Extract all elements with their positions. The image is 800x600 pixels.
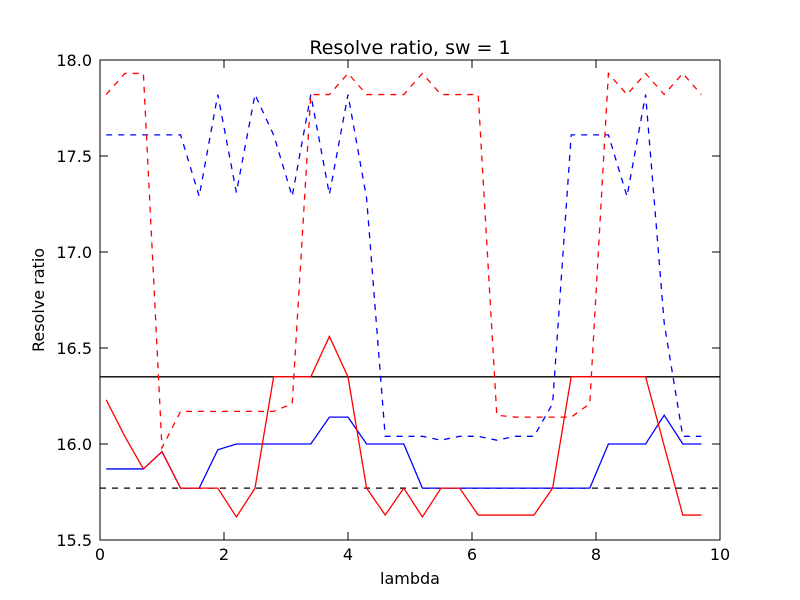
series-line-4 [105,334,702,519]
chart-title: Resolve ratio, sw = 1 [309,37,510,59]
y-tick-label: 17.5 [56,147,92,166]
x-axis-label: lambda [380,569,440,588]
plot-frame [99,59,721,541]
x-tick-label: 4 [343,545,353,564]
series-line-1 [106,92,702,441]
y-tick-label: 17.0 [56,243,92,262]
x-tick-label: 8 [591,545,601,564]
x-tick-label: 2 [219,545,229,564]
axis-ticks: 0 2 4 6 8 10 15.5 16.0 16.5 17.0 17.5 18.0 [56,51,730,564]
y-axis-label: Resolve ratio [29,248,48,352]
series-line-2 [105,71,702,451]
y-tick-label: 18.0 [56,51,92,70]
plot-area [100,71,720,519]
x-tick-label: 0 [95,545,105,564]
y-tick-label: 16.0 [56,435,92,454]
series-line-3 [106,414,702,489]
x-tick-label: 6 [467,545,477,564]
y-tick-label: 15.5 [56,531,92,550]
x-tick-label: 10 [710,545,730,564]
y-tick-label: 16.5 [56,339,92,358]
